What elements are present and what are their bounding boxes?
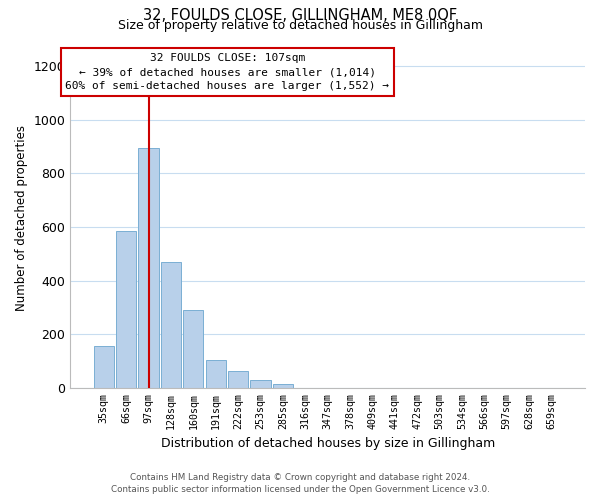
Bar (94, 346, 114, 388)
Bar (228, 371, 248, 388)
X-axis label: Distribution of detached houses by size in Gillingham: Distribution of detached houses by size … (161, 437, 495, 450)
Bar (161, 262, 181, 388)
Bar (250, 380, 271, 388)
Bar (206, 360, 226, 388)
Bar (116, 231, 136, 388)
Text: Contains HM Land Registry data © Crown copyright and database right 2024.
Contai: Contains HM Land Registry data © Crown c… (110, 472, 490, 494)
Text: Size of property relative to detached houses in Gillingham: Size of property relative to detached ho… (118, 19, 482, 32)
Text: 32, FOULDS CLOSE, GILLINGHAM, ME8 0QF: 32, FOULDS CLOSE, GILLINGHAM, ME8 0QF (143, 8, 457, 22)
Text: 32 FOULDS CLOSE: 107sqm
← 39% of detached houses are smaller (1,014)
60% of semi: 32 FOULDS CLOSE: 107sqm ← 39% of detache… (65, 52, 389, 92)
Y-axis label: Number of detached properties: Number of detached properties (15, 124, 28, 310)
Bar (273, 384, 293, 388)
Bar (139, 148, 158, 388)
Bar (183, 310, 203, 388)
